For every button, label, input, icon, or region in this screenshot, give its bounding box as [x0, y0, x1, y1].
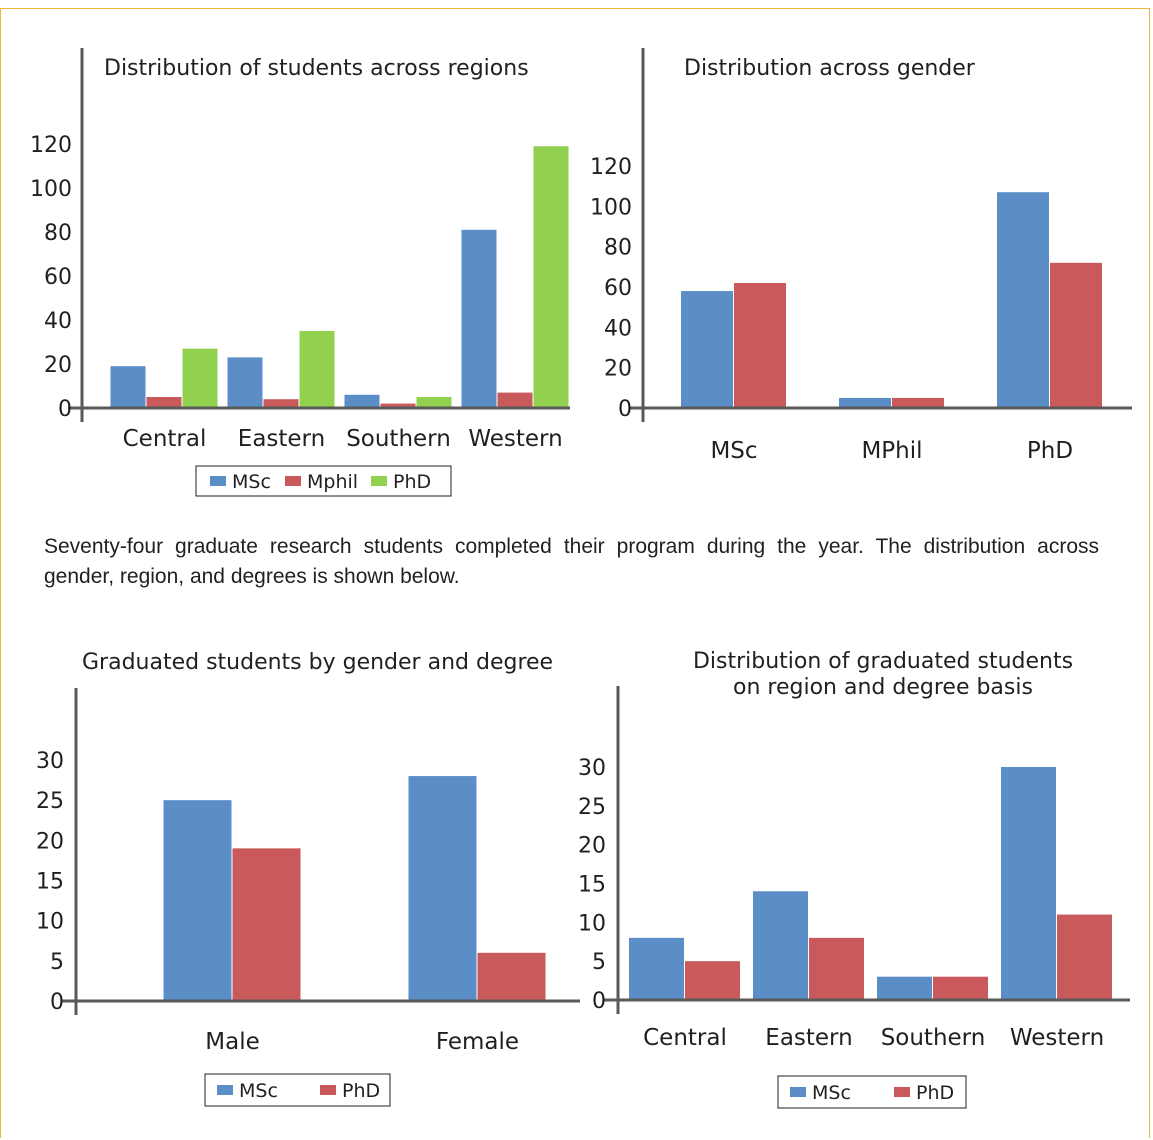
bar-msc-southern — [344, 394, 380, 408]
x-category-label: MPhil — [861, 438, 922, 464]
legend-label-msc: MSc — [812, 1082, 851, 1104]
bar-phd-western — [533, 146, 569, 408]
y-tick-label: 5 — [592, 950, 606, 975]
page-frame — [0, 8, 1150, 1138]
bar-series1-msc — [734, 282, 786, 408]
bar-phd-central — [685, 961, 740, 1000]
y-tick-label: 15 — [578, 873, 606, 898]
legend-swatch-phd — [371, 476, 387, 486]
bar-msc-central — [110, 366, 146, 408]
legend-box — [204, 1073, 391, 1107]
bar-mphil-eastern — [263, 399, 299, 408]
y-tick-label: 5 — [50, 950, 64, 975]
summary-paragraph: Seventy-four graduate research students … — [44, 535, 1099, 588]
legend-swatch-msc — [217, 1085, 233, 1095]
bar-series0-mphil — [839, 397, 891, 408]
bar-mphil-central — [146, 397, 182, 408]
x-category-label: Female — [436, 1029, 519, 1055]
chart-title: Distribution of students across regions — [104, 56, 529, 81]
x-category-label: Central — [123, 426, 207, 452]
y-tick-label: 120 — [30, 133, 72, 158]
y-tick-label: 0 — [58, 397, 72, 422]
legend-swatch-phd — [894, 1087, 910, 1097]
bar-msc-central — [629, 937, 684, 1000]
x-category-label: Central — [643, 1025, 727, 1051]
y-tick-label: 30 — [36, 749, 64, 774]
legend-label-mphil: Mphil — [307, 471, 358, 493]
chart-title: Distribution across gender — [684, 56, 976, 81]
y-tick-label: 25 — [578, 795, 606, 820]
bar-msc-western — [1001, 767, 1056, 1000]
y-tick-label: 20 — [604, 357, 632, 382]
y-tick-label: 10 — [578, 911, 606, 936]
bar-msc-female — [408, 776, 477, 1001]
x-category-label: PhD — [1027, 438, 1073, 464]
legend-label-msc: MSc — [232, 471, 271, 493]
y-tick-label: 60 — [44, 265, 72, 290]
chart-title-line: Distribution of graduated students — [693, 649, 1073, 674]
bar-series1-phd — [1050, 262, 1102, 408]
y-tick-label: 40 — [604, 316, 632, 341]
legend-swatch-mphil — [285, 476, 301, 486]
bar-phd-female — [477, 952, 546, 1001]
y-tick-label: 60 — [604, 276, 632, 301]
y-tick-label: 20 — [36, 829, 64, 854]
bar-msc-eastern — [227, 357, 263, 408]
bar-series0-msc — [681, 291, 733, 408]
y-tick-label: 0 — [592, 989, 606, 1014]
bar-phd-southern — [416, 397, 452, 408]
legend-box — [195, 465, 452, 497]
legend-label-phd: PhD — [393, 471, 431, 493]
bar-phd-western — [1057, 914, 1112, 1000]
legend-label-phd: PhD — [342, 1080, 380, 1102]
legend-swatch-msc — [790, 1087, 806, 1097]
x-category-label: Western — [468, 426, 562, 452]
bar-phd-central — [182, 348, 218, 408]
bar-series1-mphil — [892, 397, 944, 408]
y-tick-label: 120 — [590, 155, 632, 180]
legend-swatch-phd — [320, 1085, 336, 1095]
x-category-label: Eastern — [765, 1025, 852, 1051]
legend-label-msc: MSc — [239, 1080, 278, 1102]
bar-phd-eastern — [299, 331, 335, 408]
y-tick-label: 80 — [604, 236, 632, 261]
y-tick-label: 100 — [590, 195, 632, 220]
bar-phd-southern — [933, 976, 988, 1000]
bar-mphil-western — [497, 392, 533, 408]
x-category-label: Southern — [346, 426, 451, 452]
x-category-label: MSc — [710, 438, 757, 464]
y-tick-label: 20 — [44, 353, 72, 378]
y-tick-label: 10 — [36, 910, 64, 935]
x-category-label: Eastern — [238, 426, 325, 452]
bar-msc-western — [461, 229, 497, 408]
x-category-label: Southern — [881, 1025, 986, 1051]
y-tick-label: 0 — [50, 990, 64, 1015]
legend-swatch-msc — [210, 476, 226, 486]
bar-phd-male — [232, 848, 301, 1001]
legend-label-phd: PhD — [916, 1082, 954, 1104]
bar-msc-southern — [877, 976, 932, 1000]
y-tick-label: 20 — [578, 834, 606, 859]
y-tick-label: 25 — [36, 789, 64, 814]
bar-msc-male — [163, 800, 232, 1001]
bar-mphil-southern — [380, 403, 416, 408]
x-category-label: Western — [1010, 1025, 1104, 1051]
y-tick-label: 40 — [44, 309, 72, 334]
y-tick-label: 15 — [36, 870, 64, 895]
y-tick-label: 30 — [578, 756, 606, 781]
chart-title-line: on region and degree basis — [733, 675, 1033, 700]
y-tick-label: 100 — [30, 177, 72, 202]
bar-phd-eastern — [809, 937, 864, 1000]
y-tick-label: 0 — [618, 397, 632, 422]
bar-series0-phd — [997, 192, 1049, 408]
y-tick-label: 80 — [44, 221, 72, 246]
legend-box — [777, 1075, 967, 1109]
chart-title: Graduated students by gender and degree — [82, 650, 553, 675]
x-category-label: Male — [205, 1029, 259, 1055]
bar-msc-eastern — [753, 891, 808, 1000]
